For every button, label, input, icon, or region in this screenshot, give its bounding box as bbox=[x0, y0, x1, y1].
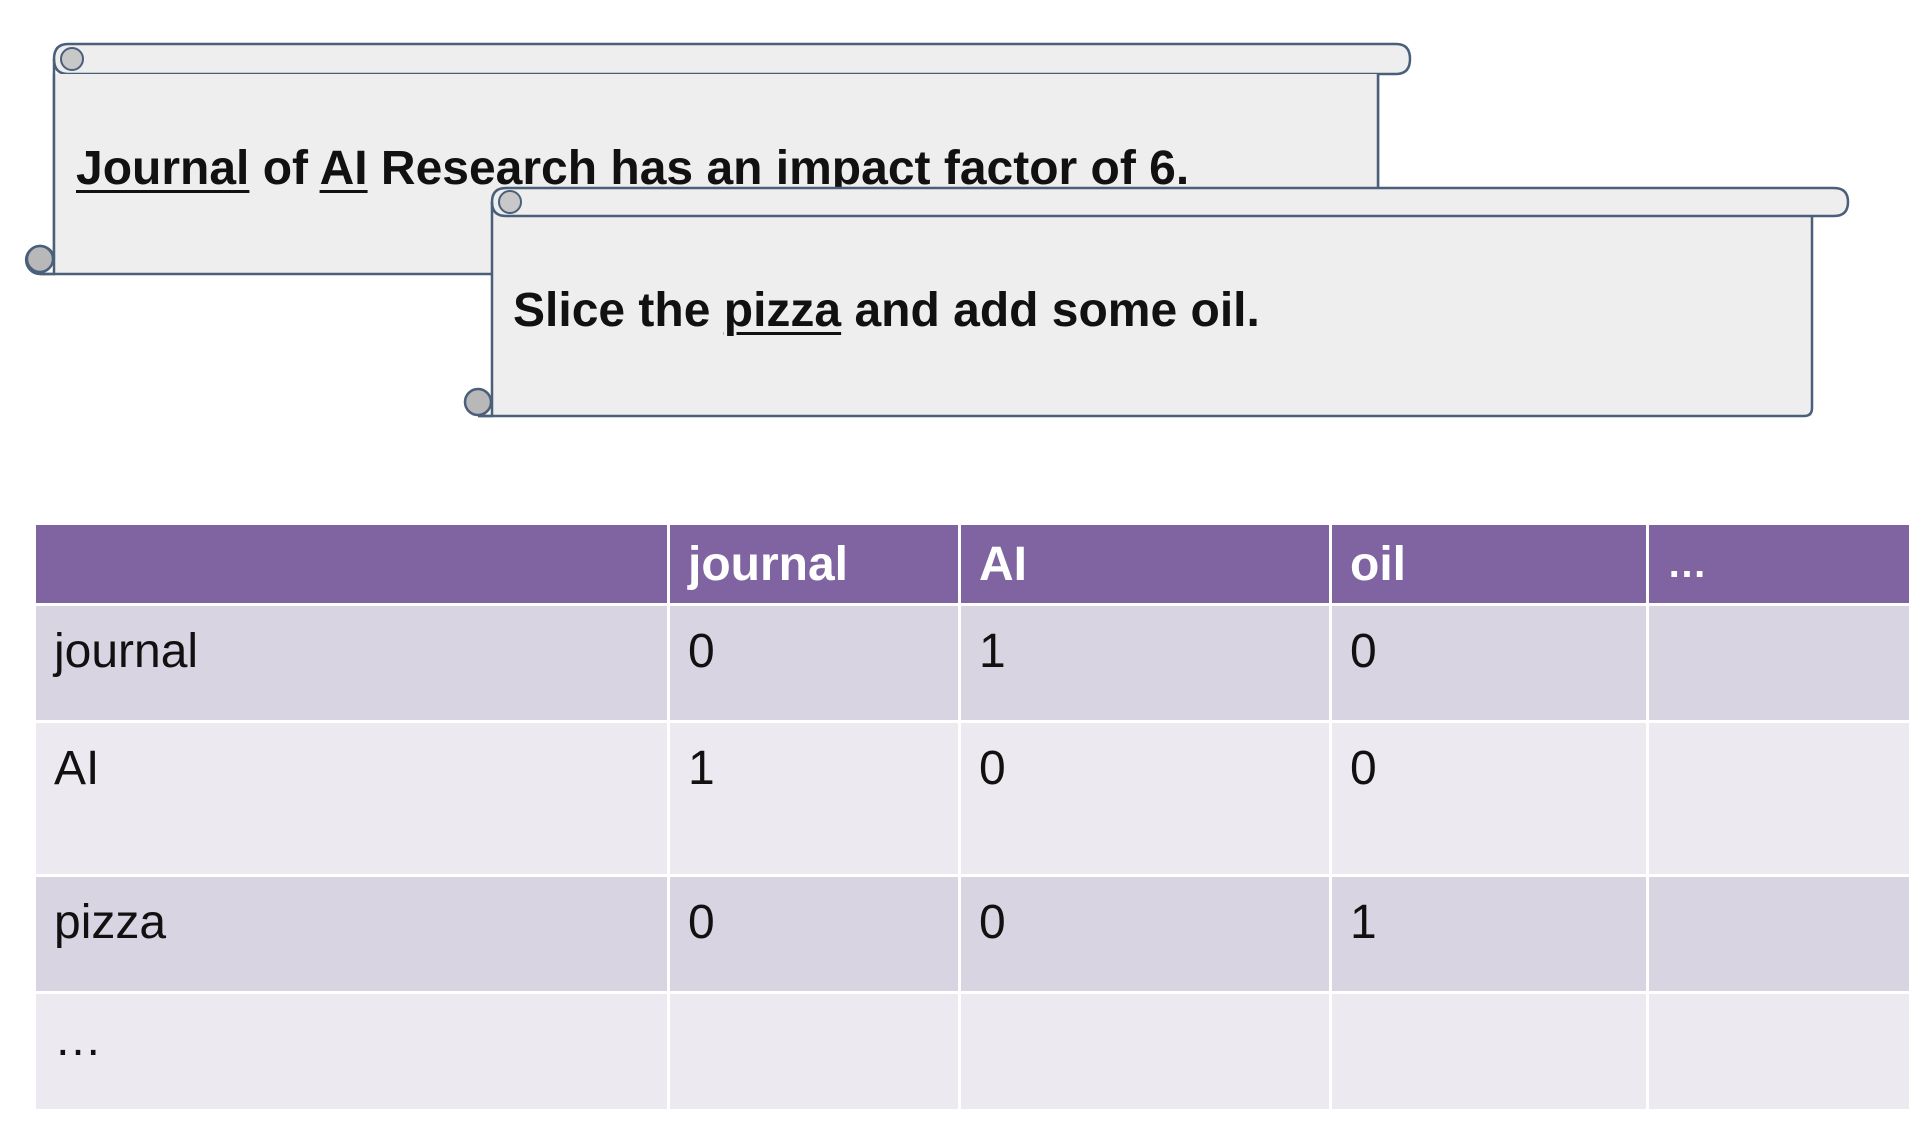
table-cell: 1 bbox=[1329, 874, 1649, 994]
cooccurrence-table: journal AI oil … journal 0 1 0 AI 1 0 0 … bbox=[33, 522, 1912, 1112]
table-cell: 0 bbox=[958, 720, 1332, 877]
table-cell: 0 bbox=[667, 874, 961, 994]
column-header-oil: oil bbox=[1329, 522, 1649, 606]
table-header-row: journal AI oil … bbox=[33, 522, 1912, 606]
text-segment: and add some oil. bbox=[841, 284, 1260, 337]
scroll-shape-2 bbox=[463, 186, 1850, 418]
row-label: AI bbox=[33, 720, 670, 877]
word-ai: AI bbox=[319, 142, 368, 195]
table-cell: 1 bbox=[958, 603, 1332, 723]
table-row: pizza 0 0 1 bbox=[33, 874, 1912, 994]
table-cell bbox=[1646, 603, 1912, 723]
scroll-1-sentence: Journal of AI Research has an impact fac… bbox=[76, 145, 1189, 193]
table-row: AI 1 0 0 bbox=[33, 720, 1912, 877]
scroll-2-sentence: Slice the pizza and add some oil. bbox=[513, 287, 1260, 335]
column-header-ai: AI bbox=[958, 522, 1332, 606]
row-label: journal bbox=[33, 603, 670, 723]
table-cell bbox=[667, 991, 961, 1112]
header-corner-cell bbox=[33, 522, 670, 606]
word-journal: Journal bbox=[76, 142, 250, 195]
table-row: … bbox=[33, 991, 1912, 1112]
column-header-more: … bbox=[1646, 522, 1912, 606]
table-cell: 0 bbox=[1329, 603, 1649, 723]
table-cell: 0 bbox=[958, 874, 1332, 994]
table-cell bbox=[1329, 991, 1649, 1112]
table-cell bbox=[1646, 720, 1912, 877]
text-segment: Research has an impact factor of 6. bbox=[367, 142, 1190, 195]
text-segment: of bbox=[249, 142, 320, 195]
word-pizza: pizza bbox=[723, 284, 842, 337]
text-segment: Slice the bbox=[513, 284, 724, 337]
table-cell bbox=[958, 991, 1332, 1112]
row-label: pizza bbox=[33, 874, 670, 994]
table-cell: 1 bbox=[667, 720, 961, 877]
table-row: journal 0 1 0 bbox=[33, 603, 1912, 723]
column-header-journal: journal bbox=[667, 522, 961, 606]
table-cell bbox=[1646, 874, 1912, 994]
table-cell: 0 bbox=[667, 603, 961, 723]
table-cell: 0 bbox=[1329, 720, 1649, 877]
table-cell bbox=[1646, 991, 1912, 1112]
row-label: … bbox=[33, 991, 670, 1112]
